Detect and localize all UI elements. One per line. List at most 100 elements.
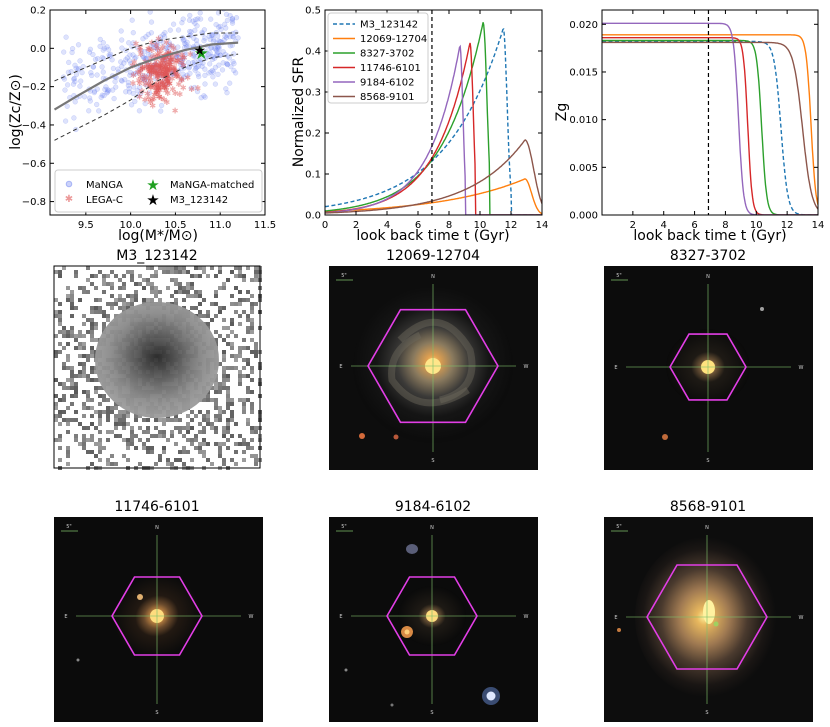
scale-bar-label: 5" (341, 524, 346, 530)
manga-point (122, 76, 128, 83)
manga-point (213, 47, 219, 54)
sim-pixel (222, 286, 226, 290)
sim-pixel (206, 274, 210, 278)
manga-point (109, 57, 115, 63)
legac-point: ✱ (155, 70, 162, 79)
sim-pixel (206, 458, 210, 462)
sim-pixel (158, 298, 162, 302)
manga-point (214, 45, 221, 51)
sim-pixel (62, 346, 66, 350)
manga-point (201, 27, 208, 33)
axis-ticks: 0 2 4 6 8 10 12 14 0.0 0.1 0.2 0.3 0.4 0.5 (305, 6, 548, 232)
legac-point: ✱ (160, 57, 167, 66)
sim-pixel (198, 450, 202, 454)
sim-pixel (238, 274, 242, 278)
legend-marker-manga (65, 180, 73, 188)
legac-point: ✱ (156, 83, 163, 92)
sim-pixel (250, 302, 254, 306)
manga-point (131, 84, 137, 90)
sim-pixel (226, 278, 230, 282)
sim-pixel (94, 454, 98, 458)
sim-pixel (62, 410, 66, 414)
compass-w: W (799, 365, 804, 371)
legac-point: ✱ (155, 85, 162, 94)
sim-pixel (130, 278, 134, 282)
legac-point: ✱ (161, 69, 168, 78)
legac-point: ✱ (165, 73, 172, 82)
simulated-galaxy-image (53, 265, 262, 470)
sim-pixel (90, 282, 94, 286)
manga-point (197, 10, 203, 16)
manga-point (194, 23, 200, 29)
sim-pixel (190, 418, 194, 422)
sim-pixel (170, 418, 174, 422)
legac-point: ✱ (163, 71, 170, 80)
sim-pixel (70, 334, 74, 338)
sim-pixel (86, 374, 90, 378)
sim-pixel (110, 294, 114, 298)
galaxy-image-9184-6102 (329, 517, 538, 722)
sim-pixel (222, 366, 226, 370)
legac-point: ✱ (167, 55, 174, 64)
sim-pixel (214, 414, 218, 418)
sim-pixel (226, 430, 230, 434)
sim-pixel (90, 346, 94, 350)
legac-point: ✱ (180, 83, 187, 92)
legac-point: ✱ (158, 56, 165, 65)
sim-pixel (90, 306, 94, 310)
legac-point: ✱ (136, 79, 143, 88)
legac-point: ✱ (153, 81, 160, 90)
legac-point: ✱ (167, 61, 174, 70)
compass-w: W (524, 364, 529, 370)
manga-point (118, 59, 124, 65)
sim-pixel (182, 434, 186, 438)
y-tick-label: 0.2 (30, 6, 46, 17)
sim-pixel (106, 458, 110, 462)
sim-pixel (70, 298, 74, 302)
manga-point (191, 53, 197, 59)
sim-pixel (94, 286, 98, 290)
sim-pixel (174, 290, 178, 294)
manga-point (145, 78, 152, 84)
manga-point (198, 95, 204, 101)
sim-pixel (102, 326, 106, 330)
sim-pixel (182, 290, 186, 294)
sim-pixel (118, 422, 122, 426)
legac-point: ✱ (165, 48, 172, 57)
sim-pixel (214, 442, 218, 446)
manga-point (209, 67, 215, 74)
sim-pixel (230, 458, 234, 462)
legac-point: ✱ (180, 61, 187, 70)
manga-point (111, 95, 117, 102)
overlay-2: N S E W 5" (61, 524, 254, 716)
sim-pixel (254, 266, 258, 270)
manga-point (230, 33, 236, 40)
y-tick-label: 0.5 (305, 6, 321, 17)
sim-pixel (78, 330, 82, 334)
sim-pixel (118, 306, 122, 310)
sim-pixel (226, 418, 230, 422)
manga-point (127, 72, 133, 78)
sim-pixel (122, 454, 126, 458)
sim-pixel (174, 282, 178, 286)
sim-pixel (230, 402, 234, 406)
scale-bar-label: 5" (616, 524, 621, 530)
sim-pixel (254, 354, 258, 358)
legac-point: ✱ (159, 63, 166, 72)
sim-pixel (250, 294, 254, 298)
legac-point: ✱ (139, 64, 146, 73)
sim-pixel (174, 298, 178, 302)
sim-pixel (246, 398, 250, 402)
manga-point (176, 68, 182, 74)
manga-point (143, 34, 149, 40)
sim-pixel (58, 330, 62, 334)
sim-pixel (230, 346, 234, 350)
manga-point (140, 53, 146, 59)
sim-pixel (126, 302, 130, 306)
sim-pixel (158, 430, 162, 434)
manga-point (178, 59, 184, 66)
sim-pixel (78, 334, 82, 338)
sim-pixel (250, 402, 254, 406)
sim-pixel (78, 370, 82, 374)
manga-point (86, 49, 93, 55)
